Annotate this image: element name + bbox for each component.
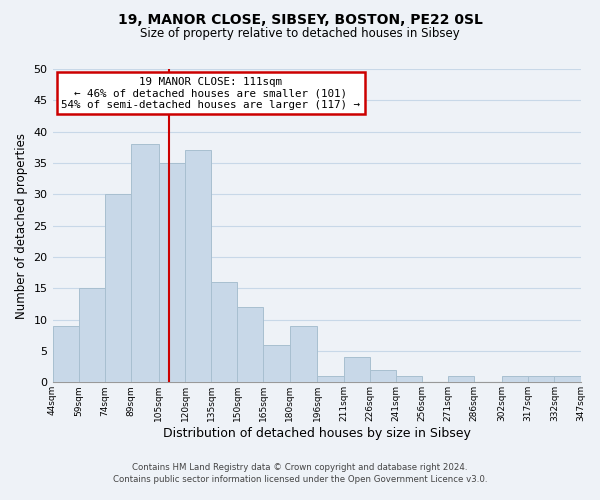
Bar — [554, 376, 581, 382]
Bar — [528, 376, 554, 382]
Bar — [396, 376, 422, 382]
Y-axis label: Number of detached properties: Number of detached properties — [15, 132, 28, 318]
Bar — [370, 370, 396, 382]
Bar — [131, 144, 159, 382]
Text: Contains HM Land Registry data © Crown copyright and database right 2024.: Contains HM Land Registry data © Crown c… — [132, 464, 468, 472]
Bar — [237, 307, 263, 382]
Bar — [159, 163, 185, 382]
Bar — [344, 357, 370, 382]
Text: 19, MANOR CLOSE, SIBSEY, BOSTON, PE22 0SL: 19, MANOR CLOSE, SIBSEY, BOSTON, PE22 0S… — [118, 12, 482, 26]
Text: Contains public sector information licensed under the Open Government Licence v3: Contains public sector information licen… — [113, 475, 487, 484]
Bar — [317, 376, 344, 382]
Bar — [290, 326, 317, 382]
Bar — [79, 288, 105, 382]
Text: 19 MANOR CLOSE: 111sqm
← 46% of detached houses are smaller (101)
54% of semi-de: 19 MANOR CLOSE: 111sqm ← 46% of detached… — [61, 77, 361, 110]
X-axis label: Distribution of detached houses by size in Sibsey: Distribution of detached houses by size … — [163, 427, 470, 440]
Bar — [211, 282, 237, 382]
Bar — [53, 326, 79, 382]
Bar — [185, 150, 211, 382]
Bar — [263, 344, 290, 383]
Bar — [105, 194, 131, 382]
Bar — [448, 376, 474, 382]
Bar — [502, 376, 528, 382]
Text: Size of property relative to detached houses in Sibsey: Size of property relative to detached ho… — [140, 28, 460, 40]
